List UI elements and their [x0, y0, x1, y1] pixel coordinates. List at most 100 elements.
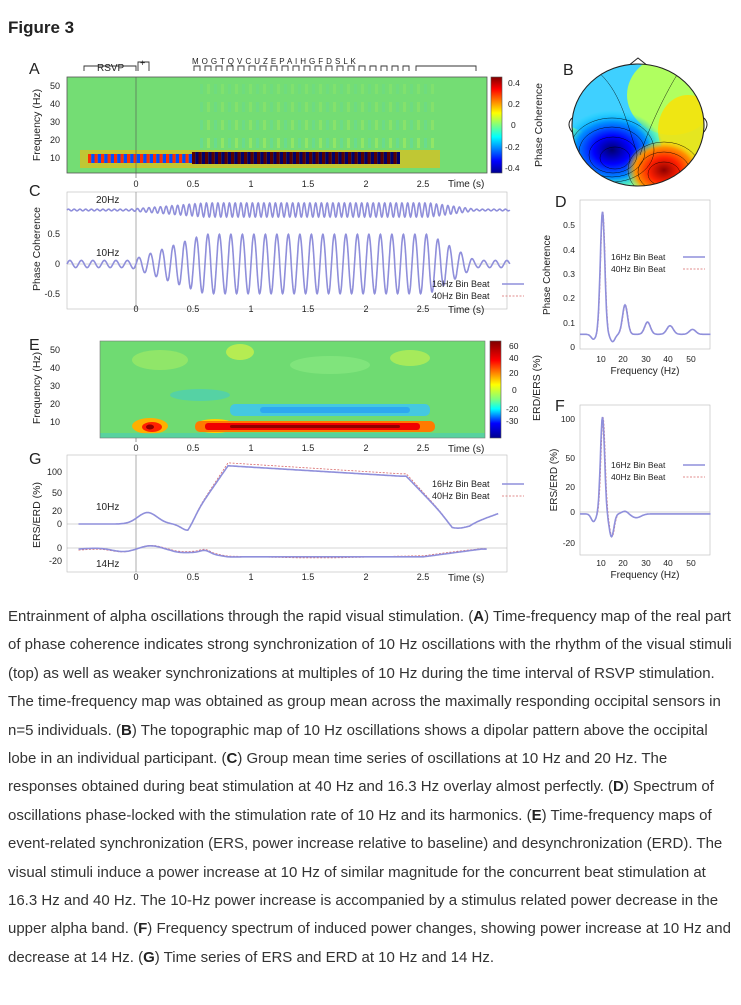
panel-e-colorbar-tick: 60 [509, 341, 519, 351]
panel-e-xtick: 1 [248, 443, 253, 453]
band-10hz-cell [205, 152, 209, 164]
harmonic-band-cell [277, 120, 280, 130]
band-10hz-cell [240, 152, 244, 164]
harmonic-band-cell [326, 84, 329, 94]
panel-f-ytick: 50 [566, 453, 576, 463]
panel-d-xtick: 10 [596, 354, 606, 364]
harmonic-band-cell [375, 102, 378, 112]
panel-e-heatmap [100, 341, 485, 438]
stimulus-pulses [193, 65, 410, 71]
band-10hz-cell [351, 152, 355, 164]
panel-e-colorbar [489, 340, 502, 439]
band-10hz-cell [286, 152, 290, 164]
harmonic-band-cell [354, 102, 357, 112]
panel-d-ytick: 0.4 [563, 245, 575, 255]
panel-d-legend: 16Hz Bin Beat 40Hz Bin Beat [611, 252, 705, 274]
harmonic-band-cell [305, 84, 308, 94]
panel-a-xtick: 0 [133, 179, 138, 189]
harmonic-band-cell [375, 138, 378, 148]
figure-caption: Entrainment of alpha oscillations throug… [8, 603, 736, 972]
caption-a-text: ) Time-frequency map of the real part of… [8, 608, 732, 739]
stimulus-letters: M O G T Q V C U Z E P A I H G F D S L K [192, 57, 356, 66]
band-10hz-cell [91, 154, 95, 163]
panel-a-ytick: 40 [50, 99, 60, 109]
band-10hz-cell [289, 152, 293, 164]
panel-f-legend: 16Hz Bin Beat 40Hz Bin Beat [611, 460, 705, 482]
band-10hz-cell [169, 154, 173, 163]
panel-a-colorbar-label: Phase Coherence [533, 83, 545, 167]
band-10hz-cell [390, 152, 394, 164]
caption-d-text: ) Spectrum of oscillations phase-locked … [8, 778, 714, 824]
harmonic-band-cell [403, 102, 406, 112]
panel-a-xtick: 2.5 [417, 179, 430, 189]
band-10hz-cell [120, 154, 124, 163]
panel-f-ytick: -20 [563, 538, 576, 548]
band-10hz-cell [172, 154, 176, 163]
harmonic-band-cell [333, 102, 336, 112]
band-10hz-cell [88, 154, 92, 163]
harmonic-band-cell [333, 120, 336, 130]
panel-d-ytick: 0 [570, 342, 575, 352]
panel-a: A RSVP + M O G T Q V C U Z E P A I H G F… [29, 57, 545, 190]
caption-ref-b: B [120, 721, 132, 739]
band-10hz-cell [266, 152, 270, 164]
panel-g-xtick: 1.5 [302, 572, 315, 582]
panel-c: C 20Hz 10Hz Phase Coherence 0.5 0 -0.5 0… [29, 183, 524, 316]
panel-d-ytick: 0.5 [563, 220, 575, 230]
harmonic-band-cell [403, 120, 406, 130]
caption-intro: Entrainment of alpha oscillations throug… [8, 608, 474, 625]
panel-g-ylabel: ERS/ERD (%) [31, 482, 43, 548]
panel-e-xtick: 0 [133, 443, 138, 453]
band-10hz-cell [354, 152, 358, 164]
panel-f-letter: F [555, 398, 565, 415]
band-10hz-cell [253, 152, 257, 164]
harmonic-band-cell [305, 138, 308, 148]
harmonic-band-cell [368, 138, 371, 148]
panel-e-colorbar-tick: -30 [506, 416, 519, 426]
panel-a-ytick: 10 [50, 153, 60, 163]
caption-c-text: ) Group mean time series of oscillations… [8, 750, 668, 796]
panel-c-xtick: 2.5 [417, 304, 430, 314]
panel-f-xtick: 50 [686, 558, 696, 568]
harmonic-band-cell [277, 138, 280, 148]
band-10hz-cell [396, 152, 400, 164]
panel-c-legend: 16Hz Bin Beat 40Hz Bin Beat [432, 279, 524, 301]
caption-ref-c: C [226, 750, 238, 768]
harmonic-band-cell [270, 102, 273, 112]
harmonic-band-cell [431, 102, 434, 112]
panel-c-label-20hz: 20Hz [96, 195, 119, 206]
harmonic-band-cell [410, 138, 413, 148]
panel-c-xtick: 2 [363, 304, 368, 314]
band-10hz-cell [110, 154, 114, 163]
harmonic-band-cell [277, 102, 280, 112]
harmonic-band-cell [326, 138, 329, 148]
panel-a-xlabel: Time (s) [448, 179, 484, 190]
band-10hz-cell [331, 152, 335, 164]
panel-g-label-10hz: 10Hz [96, 502, 119, 513]
band-10hz-cell [214, 152, 218, 164]
panel-e-letter: E [29, 337, 40, 354]
panel-c-label-10hz: 10Hz [96, 248, 119, 259]
band-10hz-cell [305, 152, 309, 164]
panel-f-ytick: 100 [561, 414, 575, 424]
harmonic-band-cell [312, 138, 315, 148]
panel-d: D Phase Coherence 0.5 0.4 0.3 0.2 0.1 0 … [542, 194, 711, 377]
band-10hz-cell [260, 152, 264, 164]
harmonic-band-cell [368, 120, 371, 130]
harmonic-band-cell [340, 120, 343, 130]
panel-g-letter: G [29, 451, 41, 468]
panel-c-frame [66, 191, 508, 310]
panel-e-xtick: 2 [363, 443, 368, 453]
harmonic-band-cell [347, 84, 350, 94]
topographic-map [572, 64, 704, 186]
harmonic-band-cell [340, 102, 343, 112]
harmonic-band-cell [319, 102, 322, 112]
harmonic-band-cell [389, 138, 392, 148]
legend-16hz-label: 16Hz Bin Beat [611, 252, 666, 262]
harmonic-band-cell [368, 84, 371, 94]
harmonic-band-cell [242, 102, 245, 112]
harmonic-band-cell [333, 84, 336, 94]
harmonic-band-cell [382, 138, 385, 148]
panel-f: F ERS/ERD (%) 100 50 20 0 -20 10 20 30 4… [549, 398, 711, 581]
band-10hz-cell [117, 154, 121, 163]
